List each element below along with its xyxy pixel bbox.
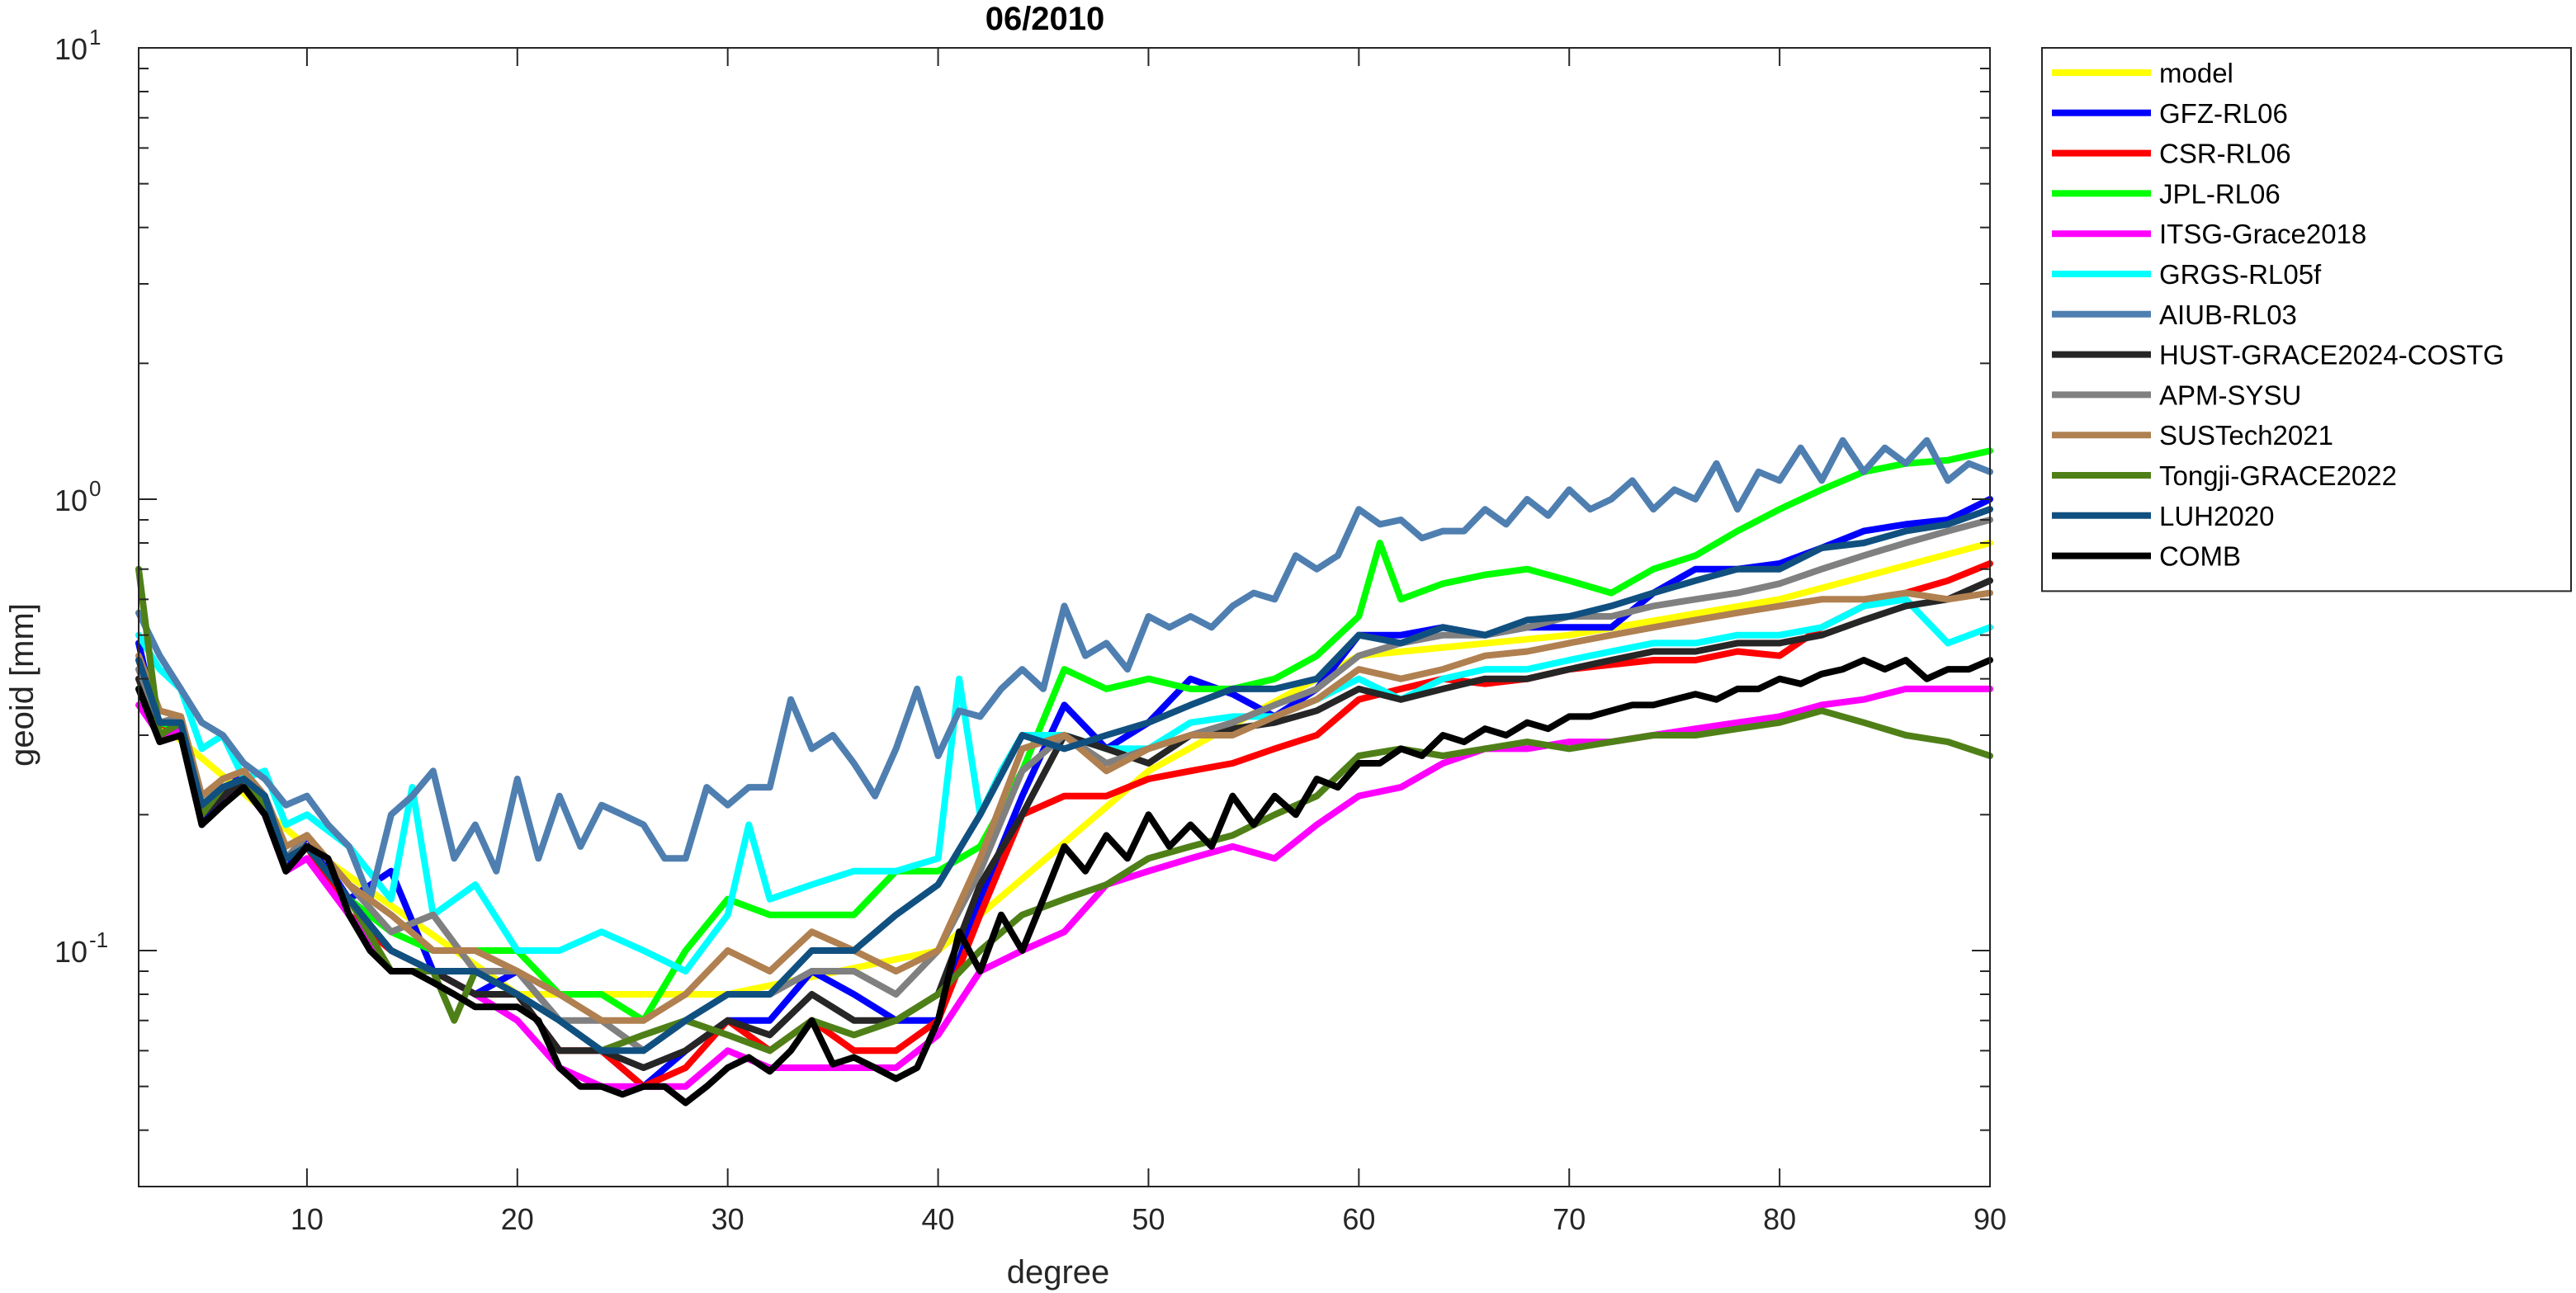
- legend-label: AIUB-RL03: [2159, 300, 2297, 330]
- y-tick-label: 10: [54, 32, 87, 66]
- legend-label: CSR-RL06: [2159, 139, 2291, 169]
- y-axis-label: geoid [mm]: [4, 603, 40, 767]
- legend-label: APM-SYSU: [2159, 380, 2301, 410]
- legend-label: JPL-RL06: [2159, 178, 2281, 209]
- plot-frame: [138, 47, 1991, 1187]
- x-tick-label: 30: [711, 1202, 744, 1236]
- y-tick-base: 10: [54, 32, 87, 66]
- x-tick-label: 40: [922, 1202, 955, 1236]
- legend-label: GRGS-RL05f: [2159, 259, 2322, 290]
- x-tick-label: 50: [1132, 1202, 1165, 1236]
- legend-label: COMB: [2159, 541, 2241, 572]
- x-tick-label: 80: [1763, 1202, 1796, 1236]
- y-tick-base: 10: [54, 484, 87, 517]
- legend-label: GFZ-RL06: [2159, 98, 2288, 129]
- y-tick-base: 10: [54, 935, 87, 969]
- x-tick-label: 70: [1553, 1202, 1586, 1236]
- x-tick-label: 10: [291, 1202, 324, 1236]
- y-tick-exponent: -1: [89, 927, 108, 952]
- x-tick-label: 90: [1973, 1202, 2006, 1236]
- series-line-sustech2021: [135, 589, 1993, 1024]
- y-tick-label: 10: [54, 484, 87, 517]
- legend-label: ITSG-Grace2018: [2159, 219, 2366, 249]
- x-axis-label: degree: [1007, 1254, 1110, 1291]
- legend-label: model: [2159, 58, 2233, 88]
- legend: model GFZ-RL06 CSR-RL06 JPL-RL06 ITSG-Grace2…: [2041, 47, 2572, 592]
- legend-label: LUH2020: [2159, 501, 2274, 531]
- chart-title: 06/2010: [985, 1, 1105, 37]
- x-tick-label: 60: [1342, 1202, 1375, 1236]
- series-line-comb: [135, 657, 1993, 1107]
- y-tick-exponent: 1: [89, 25, 101, 50]
- y-tick-label: 10: [54, 935, 87, 969]
- x-tick-label: 20: [501, 1202, 534, 1236]
- legend-label: SUSTech2021: [2159, 420, 2333, 451]
- series-line-aiub-rl03: [135, 437, 1993, 903]
- legend-label: Tongji-GRACE2022: [2159, 460, 2397, 491]
- legend-label: HUST-GRACE2024-COSTG: [2159, 340, 2504, 370]
- legend-box: [2041, 47, 2572, 592]
- series-layer: [135, 437, 1993, 1107]
- y-tick-exponent: 0: [89, 476, 101, 501]
